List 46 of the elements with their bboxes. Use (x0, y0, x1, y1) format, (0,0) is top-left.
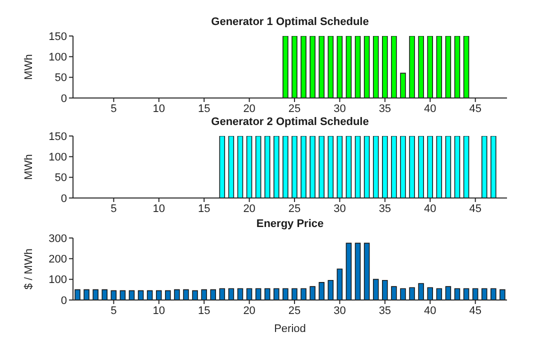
y-tick-label: 50 (54, 172, 67, 184)
y-tick-label: 50 (54, 72, 67, 84)
x-tick-label: 10 (152, 102, 166, 115)
x-tick-label: 5 (110, 102, 117, 115)
x-tick-label: 45 (469, 202, 482, 215)
x-tick-label: 40 (424, 202, 436, 215)
x-tick-label: 25 (288, 202, 301, 215)
x-tick-label: 25 (288, 102, 301, 115)
x-tick-label: 45 (469, 102, 482, 115)
x-tick-label: 40 (424, 304, 436, 317)
x-axis-title: Period (274, 323, 306, 335)
y-tick-label: 150 (48, 30, 67, 43)
x-tick-label: 5 (110, 304, 117, 317)
y-axis-title: $ / MWh (22, 248, 35, 290)
x-tick-label: 35 (378, 102, 392, 115)
x-tick-label: 5 (110, 202, 117, 215)
y-tick-label: 100 (48, 52, 67, 64)
y-tick-label: 150 (48, 130, 67, 143)
x-tick-label: 10 (152, 304, 166, 317)
y-tick-label: 200 (48, 254, 67, 266)
x-tick-label: 25 (288, 304, 301, 317)
x-tick-label: 30 (334, 102, 346, 115)
y-tick-label: 0 (60, 192, 67, 205)
x-tick-label: 45 (469, 304, 482, 317)
x-tick-label: 10 (152, 202, 166, 215)
y-tick-label: 100 (48, 274, 67, 286)
x-tick-label: 35 (378, 202, 392, 215)
x-tick-label: 20 (243, 102, 256, 115)
x-tick-label: 20 (243, 304, 256, 317)
chart-title: Generator 2 Optimal Schedule (210, 116, 370, 128)
chart-title: Energy Price (255, 218, 325, 230)
x-tick-label: 15 (198, 202, 210, 215)
x-tick-label: 40 (424, 102, 436, 115)
y-tick-label: 300 (48, 232, 67, 245)
y-axis-title: MWh (22, 54, 35, 80)
x-tick-label: 35 (378, 304, 392, 317)
chart-title: Generator 1 Optimal Schedule (210, 16, 370, 28)
x-tick-label: 15 (198, 102, 210, 115)
y-tick-label: 0 (60, 92, 67, 105)
x-tick-label: 15 (198, 304, 210, 317)
y-axis-title: MWh (22, 154, 35, 180)
x-tick-label: 30 (334, 304, 346, 317)
x-tick-label: 30 (334, 202, 346, 215)
y-tick-label: 100 (48, 152, 67, 164)
y-tick-label: 0 (60, 294, 67, 307)
x-tick-label: 20 (243, 202, 256, 215)
